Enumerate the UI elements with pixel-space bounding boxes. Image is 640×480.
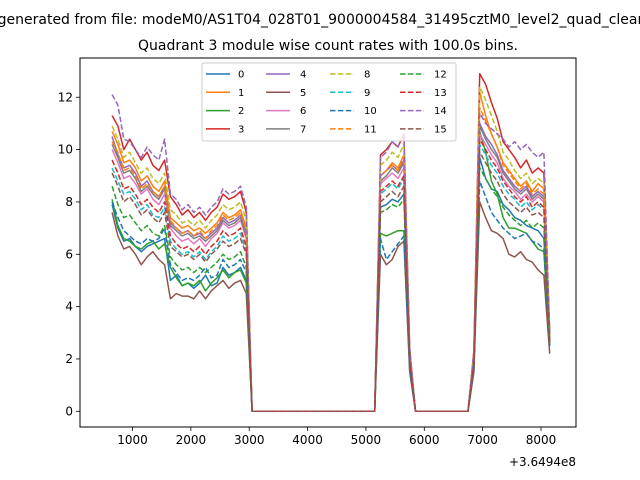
legend-label-0: 0 <box>238 70 244 81</box>
axes-ticks: 1000 2000 3000 4000 5000 6000 7000 8000 0 2 4 6 8 10 1… <box>58 90 557 447</box>
legend-label-9: 9 <box>364 88 370 99</box>
legend-box <box>201 62 457 142</box>
x-tick-label: 7000 <box>467 433 498 447</box>
x-axis-offset-label: +3.6494e8 <box>509 455 576 469</box>
legend-label-8: 8 <box>364 70 370 81</box>
legend-label-1: 1 <box>238 88 244 99</box>
y-tick-label: 4 <box>65 300 73 314</box>
legend-label-7: 7 <box>300 124 306 135</box>
y-tick-label: 10 <box>58 143 73 157</box>
series-line-9 <box>111 143 551 413</box>
legend-label-11: 11 <box>364 124 377 135</box>
x-tick-label: 8000 <box>526 433 557 447</box>
plot-series <box>111 72 551 413</box>
series-line-10 <box>111 180 551 413</box>
y-tick-label: 8 <box>65 195 73 209</box>
y-tick-label: 0 <box>65 404 73 418</box>
x-tick-label: 5000 <box>351 433 382 447</box>
x-tick-label: 2000 <box>176 433 207 447</box>
x-tick-label: 3000 <box>234 433 265 447</box>
legend-label-12: 12 <box>434 70 447 81</box>
legend-label-3: 3 <box>238 124 244 135</box>
x-tick-label: 1000 <box>117 433 148 447</box>
legend-label-14: 14 <box>434 106 447 117</box>
chart-title: Quadrant 3 module wise count rates with … <box>138 38 518 54</box>
y-tick-label: 12 <box>58 90 73 104</box>
legend-label-2: 2 <box>238 106 244 117</box>
x-tick-label: 4000 <box>292 433 323 447</box>
legend-label-13: 13 <box>434 88 447 99</box>
legend-label-4: 4 <box>300 70 306 81</box>
axes-frame <box>79 57 577 428</box>
legend-label-5: 5 <box>300 88 306 99</box>
legend-label-10: 10 <box>364 106 377 117</box>
x-tick-label: 6000 <box>409 433 440 447</box>
legend-label-6: 6 <box>300 106 306 117</box>
y-tick-label: 6 <box>65 247 73 261</box>
legend-label-15: 15 <box>434 124 447 135</box>
series-line-15 <box>111 151 551 413</box>
figure-suptitle: Plot generated from file: modeM0/AS1T04_… <box>0 12 640 28</box>
y-tick-label: 2 <box>65 352 73 366</box>
